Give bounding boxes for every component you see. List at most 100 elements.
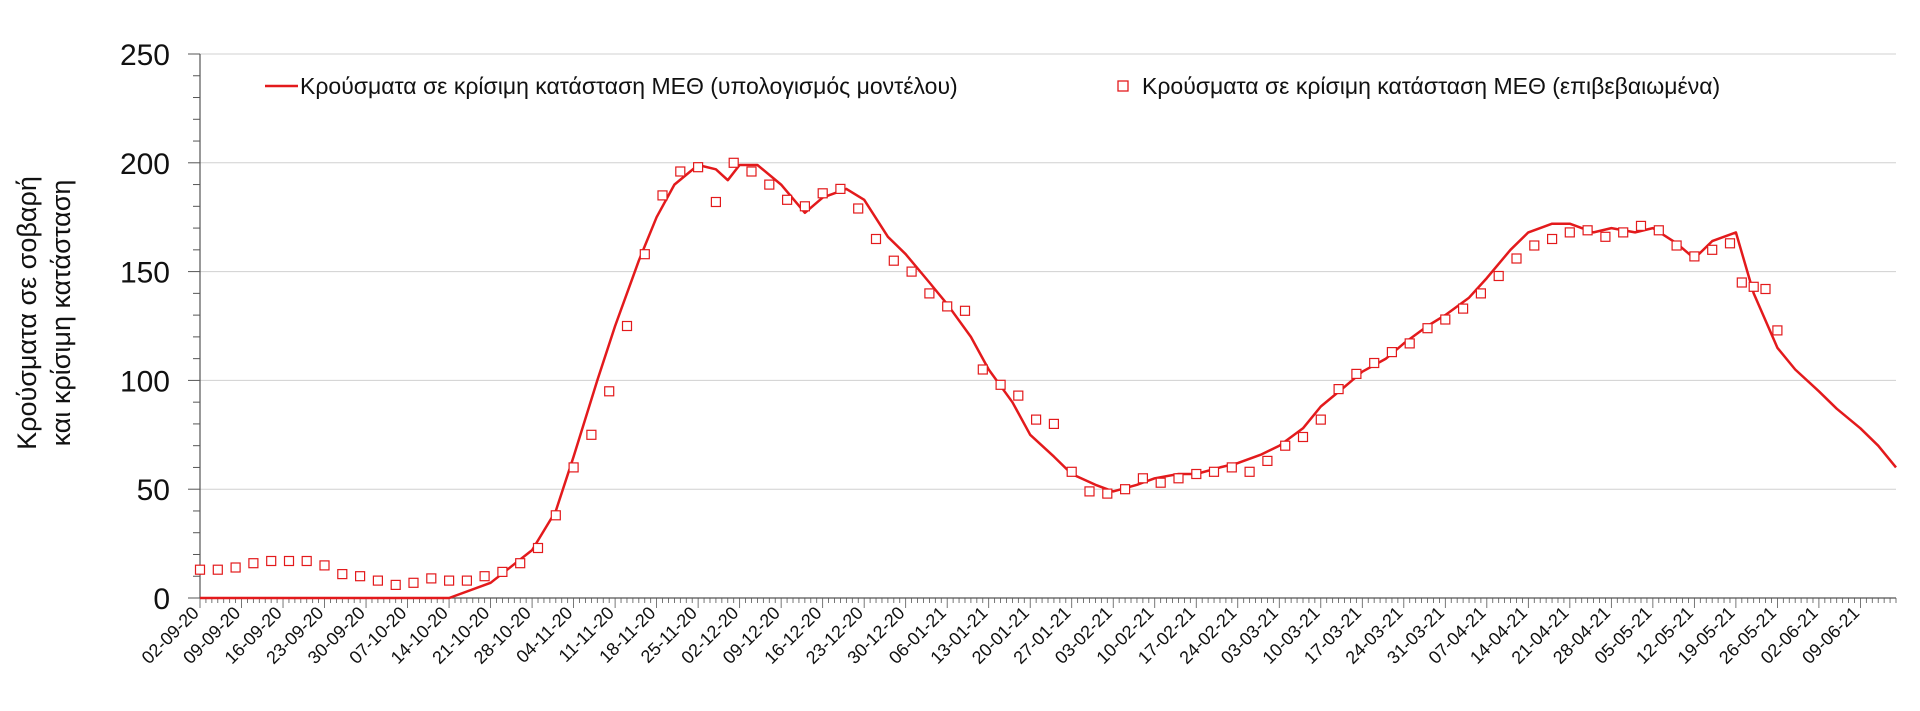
confirmed-marker [1422,323,1433,334]
x-tick-labels: 02-09-2009-09-2016-09-2023-09-2030-09-20… [138,603,1864,668]
confirmed-marker [675,166,686,177]
confirmed-marker [1689,251,1700,262]
confirmed-marker [817,188,828,199]
confirmed-marker [408,577,419,588]
y-axis-label: Κρούσματα σε σοβαρή και κρίσιμη κατάστασ… [12,176,76,450]
confirmed-marker [1600,231,1611,242]
confirmed-marker [586,429,597,440]
confirmed-marker [1707,244,1718,255]
confirmed-marker [692,162,704,173]
confirmed-marker [568,462,579,473]
y-tick-label: 50 [137,474,170,507]
confirmed-marker [372,575,383,586]
confirmed-marker [1671,240,1682,251]
confirmed-marker [1244,466,1255,477]
confirmed-marker [1013,390,1024,401]
confirmed-marker [497,566,508,578]
confirmed-marker [746,166,757,177]
confirmed-marker [1208,466,1220,477]
confirmed-marker [1404,338,1415,349]
confirmed-marker [888,255,899,266]
confirmed-marker [1529,240,1540,251]
confirmed-marker [212,564,223,575]
confirmed-marker [230,562,241,573]
confirmed-marker [1297,431,1309,443]
confirmed-marker [1475,288,1487,299]
confirmed-marker [924,288,935,299]
confirmed-marker [1511,253,1522,264]
confirmed-marker [550,510,561,521]
confirmed-marker [1315,414,1326,425]
confirmed-marker [781,194,793,205]
confirmed-marker [995,379,1006,390]
gridlines [200,53,1896,490]
confirmed-marker [1137,473,1149,484]
confirmed-marker [1582,225,1593,236]
confirmed-marker [977,364,988,375]
confirmed-marker [355,571,366,582]
confirmed-marker [835,183,846,194]
confirmed-marker [426,573,437,584]
confirmed-marker [1760,283,1771,295]
confirmed-marker [266,555,277,567]
confirmed-marker [1369,357,1380,369]
y-tick-label: 200 [120,148,170,181]
confirmed-marker [1635,220,1647,231]
confirmed-marker [1066,466,1077,477]
confirmed-marker [1748,281,1759,292]
confirmed-marker [337,568,348,580]
confirmed-marker [657,190,668,201]
confirmed-marker [1440,314,1451,325]
confirmed-marker [870,233,882,245]
confirmed-marker [1493,270,1504,282]
confirmed-marker [461,575,472,586]
confirmed-marker [942,301,953,312]
confirmed-marker [515,558,526,569]
confirmed-marker [764,179,775,190]
confirmed-marker [621,320,633,332]
y-axis-label-line1: Κρούσματα σε σοβαρή [12,176,42,450]
confirmed-marker [1772,325,1783,336]
confirmed-marker [710,196,722,208]
confirmed-marker [1457,303,1469,314]
confirmed-marker [1191,468,1202,480]
confirmed-marker [1546,233,1558,245]
legend-entry-model: Κρούσματα σε κρίσιμη κατάσταση ΜΕΘ (υπολ… [300,73,958,99]
confirmed-marker [1386,347,1398,358]
confirmed-marker [1262,455,1273,466]
confirmed-marker [1226,462,1237,473]
confirmed-marker [1351,368,1362,379]
legend: Κρούσματα σε κρίσιμη κατάσταση ΜΕΘ (υπολ… [265,73,1720,99]
confirmed-marker [390,579,401,591]
confirmed-marker [1119,484,1131,495]
y-tick-label: 0 [153,583,170,616]
y-tick-labels: 0 50 100 150 200 250 [120,39,170,616]
confirmed-marker [799,201,811,212]
confirmed-marker [1564,227,1575,238]
axes [188,53,1897,608]
confirmed-marker [1724,238,1736,249]
confirmed-marker [853,203,864,214]
confirmed-marker [604,386,615,397]
confirmed-marker [283,555,295,567]
confirmed-marker [194,564,206,575]
confirmed-marker [639,249,650,260]
confirmed-marker [1736,277,1747,288]
confirmed-marker [959,305,971,316]
confirmed-marker [1084,486,1095,497]
y-tick-label: 100 [120,365,170,398]
y-tick-label: 150 [120,257,170,290]
confirmed-marker [1280,440,1291,451]
y-tick-label: 250 [120,39,170,72]
confirmed-marker [1173,473,1184,484]
legend-entry-confirmed: Κρούσματα σε κρίσιμη κατάσταση ΜΕΘ (επιβ… [1142,73,1720,99]
confirmed-marker [1653,225,1664,236]
confirmed-marker [1333,384,1344,395]
legend-marker-swatch [1117,80,1129,92]
confirmed-marker [1030,414,1042,425]
confirmed-marker-series [194,157,1783,591]
confirmed-marker [1618,227,1629,238]
confirmed-marker [1155,477,1166,488]
confirmed-marker [906,266,917,277]
